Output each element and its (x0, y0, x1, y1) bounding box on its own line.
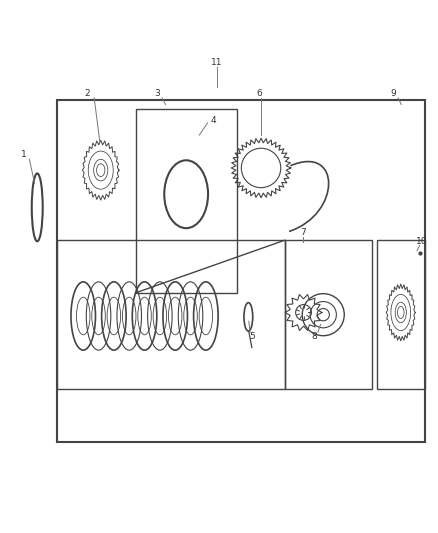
Text: 3: 3 (154, 89, 160, 98)
Text: 11: 11 (211, 58, 223, 67)
Text: 2: 2 (85, 89, 90, 98)
Text: 7: 7 (300, 228, 306, 237)
Text: 5: 5 (249, 332, 255, 341)
Text: 6: 6 (257, 89, 263, 98)
Text: 1: 1 (21, 150, 27, 159)
Text: 4: 4 (211, 116, 216, 125)
Bar (285, 240, 372, 389)
Bar (57, 240, 285, 389)
Text: 10: 10 (416, 237, 427, 246)
Text: 8: 8 (311, 332, 318, 341)
Bar (57, 100, 425, 442)
Bar (377, 240, 425, 389)
Text: 9: 9 (390, 89, 396, 98)
Bar (136, 109, 237, 293)
